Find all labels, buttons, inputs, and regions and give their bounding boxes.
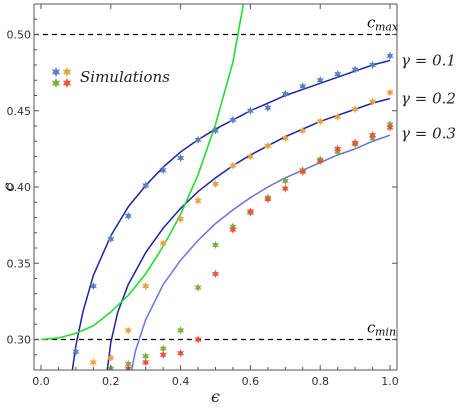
sim-point-s3-10 <box>264 195 272 204</box>
sim-point-s1-10 <box>264 141 272 151</box>
sim-point-s2-7 <box>211 240 220 250</box>
sim-point-s2-5 <box>176 326 185 335</box>
sim-point-s1-3 <box>142 281 150 291</box>
y-tick-label: 0.30 <box>7 334 32 347</box>
sim-point-s3-5 <box>176 349 185 358</box>
sim-point-s0-12 <box>281 89 289 99</box>
sim-point-s1-8 <box>229 161 237 170</box>
sim-point-s1-9 <box>246 152 255 161</box>
theory-curve-g03 <box>130 134 391 370</box>
sim-point-s0-5 <box>159 166 167 175</box>
x-tick-label: 0.2 <box>102 375 120 388</box>
sim-point-s0-0 <box>72 347 80 356</box>
sim-point-s3-12 <box>299 167 307 176</box>
x-tick-label: 0.6 <box>242 375 260 388</box>
theory-curve-green <box>40 4 245 341</box>
reference-label-min: c <box>367 319 376 337</box>
sim-point-s3-15 <box>351 138 359 147</box>
sim-point-s1-1 <box>107 353 115 362</box>
sim-point-s3-17 <box>386 123 394 132</box>
sim-point-s1-15 <box>351 105 359 114</box>
sim-point-s0-14 <box>316 76 324 85</box>
y-tick-label: 0.50 <box>7 29 32 42</box>
sim-point-s0-16 <box>351 65 359 74</box>
x-tick-label: 0.4 <box>172 375 190 388</box>
y-axis-title: c <box>0 182 18 191</box>
x-tick-label: 0.8 <box>311 375 329 388</box>
sim-point-s3-11 <box>281 184 289 193</box>
reference-sub-min: min <box>375 326 396 339</box>
gamma-label: γ = 0.3 <box>401 125 456 143</box>
sim-point-s1-7 <box>211 179 220 189</box>
sim-point-s3-16 <box>368 130 377 140</box>
x-tick-label: 1.0 <box>381 375 399 388</box>
legend-label: Simulations <box>80 68 170 86</box>
legend-marker <box>51 67 61 77</box>
gamma-label: γ = 0.1 <box>401 51 456 69</box>
sim-point-s0-8 <box>211 126 220 135</box>
sim-point-s3-13 <box>316 156 324 166</box>
sim-point-s0-18 <box>386 51 394 61</box>
sim-point-s1-16 <box>368 97 377 106</box>
y-tick-label: 0.35 <box>7 257 32 270</box>
sim-point-s1-12 <box>299 126 307 135</box>
sim-point-s2-4 <box>159 344 167 353</box>
reference-lines <box>34 33 397 341</box>
sim-point-s1-5 <box>176 214 185 224</box>
legend-marker <box>62 67 72 77</box>
theory-curve-g01 <box>71 59 391 370</box>
theory-curve-g02 <box>106 97 391 370</box>
simulation-points <box>72 51 394 381</box>
x-tick-label: 0.0 <box>32 375 50 388</box>
sim-point-s3-0 <box>90 373 97 381</box>
sim-point-s1-13 <box>316 117 324 126</box>
sim-point-s2-6 <box>194 283 202 292</box>
sim-point-s0-13 <box>299 82 307 91</box>
sim-point-s0-2 <box>107 234 115 244</box>
sim-point-s2-3 <box>142 352 150 361</box>
sim-point-s0-6 <box>176 153 185 163</box>
x-axis-title: ϵ <box>211 387 220 406</box>
sim-point-s3-9 <box>246 207 255 216</box>
sim-point-s3-6 <box>194 335 202 344</box>
sim-point-s3-7 <box>211 269 220 279</box>
sim-point-s3-8 <box>229 225 237 234</box>
sim-point-s1-4 <box>159 239 167 248</box>
legend-marker <box>51 78 61 88</box>
sim-point-s0-11 <box>264 103 272 112</box>
sim-point-s0-1 <box>89 281 97 291</box>
sim-point-s1-0 <box>89 358 97 367</box>
sim-point-s0-17 <box>368 60 377 70</box>
sim-point-s1-17 <box>386 88 394 97</box>
sim-point-s0-3 <box>124 211 132 221</box>
sim-point-s3-3 <box>142 358 150 367</box>
gamma-label: γ = 0.2 <box>401 90 456 108</box>
reference-label-max: c <box>367 14 376 32</box>
sim-point-s3-4 <box>159 350 167 359</box>
sim-point-s2-2 <box>124 359 132 369</box>
legend: Simulations <box>51 67 170 88</box>
y-tick-label: 0.45 <box>7 105 32 118</box>
sim-point-s2-11 <box>281 176 289 186</box>
y-tick-label: 0.40 <box>7 181 32 194</box>
sim-point-s0-10 <box>246 106 255 115</box>
sim-point-s0-4 <box>142 181 150 190</box>
legend-marker <box>62 78 72 88</box>
sim-point-s0-7 <box>194 135 202 144</box>
sim-point-s1-14 <box>334 112 342 122</box>
reference-sub-max: max <box>375 21 399 34</box>
sim-point-s0-15 <box>334 69 342 79</box>
axes: 0.0 0.2 0.4 0.6 0.8 1.0 0.30 0.35 0.40 0.45 0.50 <box>7 3 399 388</box>
sim-point-s0-9 <box>229 115 237 125</box>
sim-point-s1-2 <box>124 326 132 335</box>
sim-point-s1-11 <box>281 134 289 143</box>
sim-point-s3-14 <box>334 144 342 154</box>
sim-point-s1-6 <box>194 196 202 205</box>
